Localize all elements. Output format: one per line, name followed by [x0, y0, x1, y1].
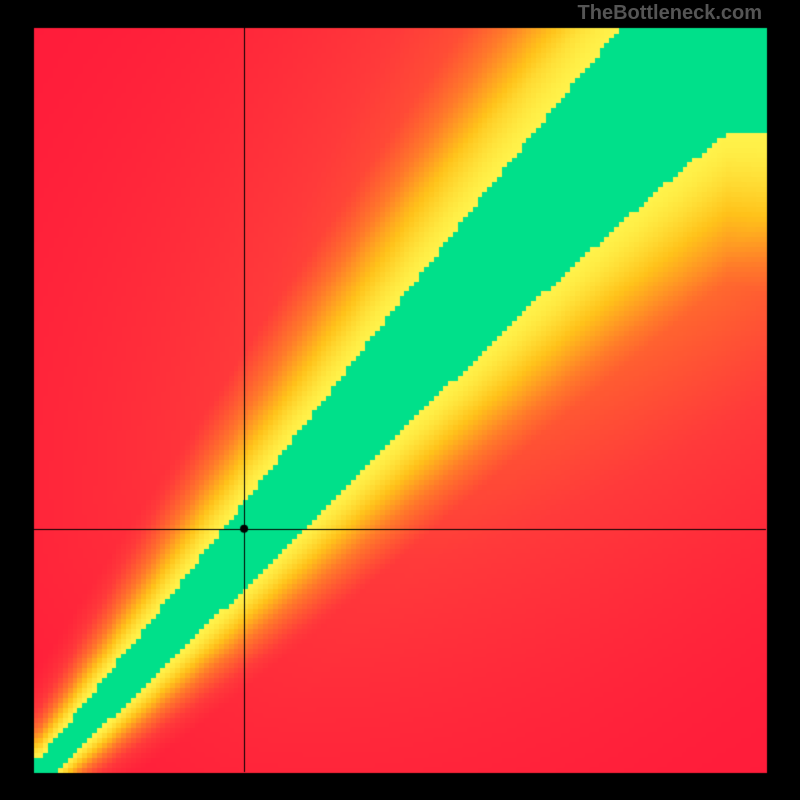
chart-container: TheBottleneck.com	[0, 0, 800, 800]
watermark-label: TheBottleneck.com	[578, 2, 762, 25]
heatmap-canvas	[0, 0, 800, 800]
